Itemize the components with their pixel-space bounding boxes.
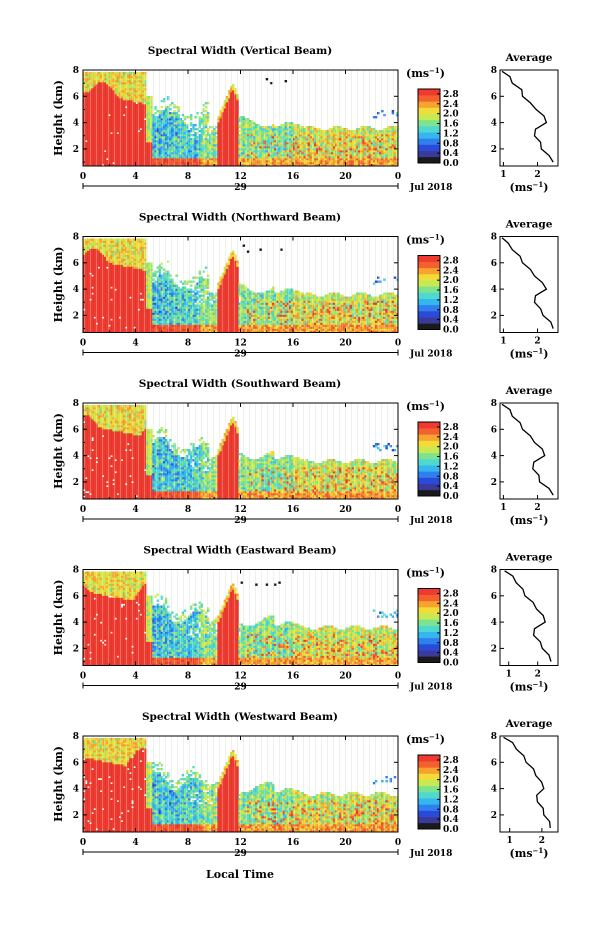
figure: Spectral Width (Vertical Beam)2468Height… bbox=[0, 0, 610, 929]
panel-title: Spectral Width (Vertical Beam) bbox=[148, 45, 332, 57]
panel-0: Spectral Width (Vertical Beam)2468Height… bbox=[52, 45, 558, 194]
